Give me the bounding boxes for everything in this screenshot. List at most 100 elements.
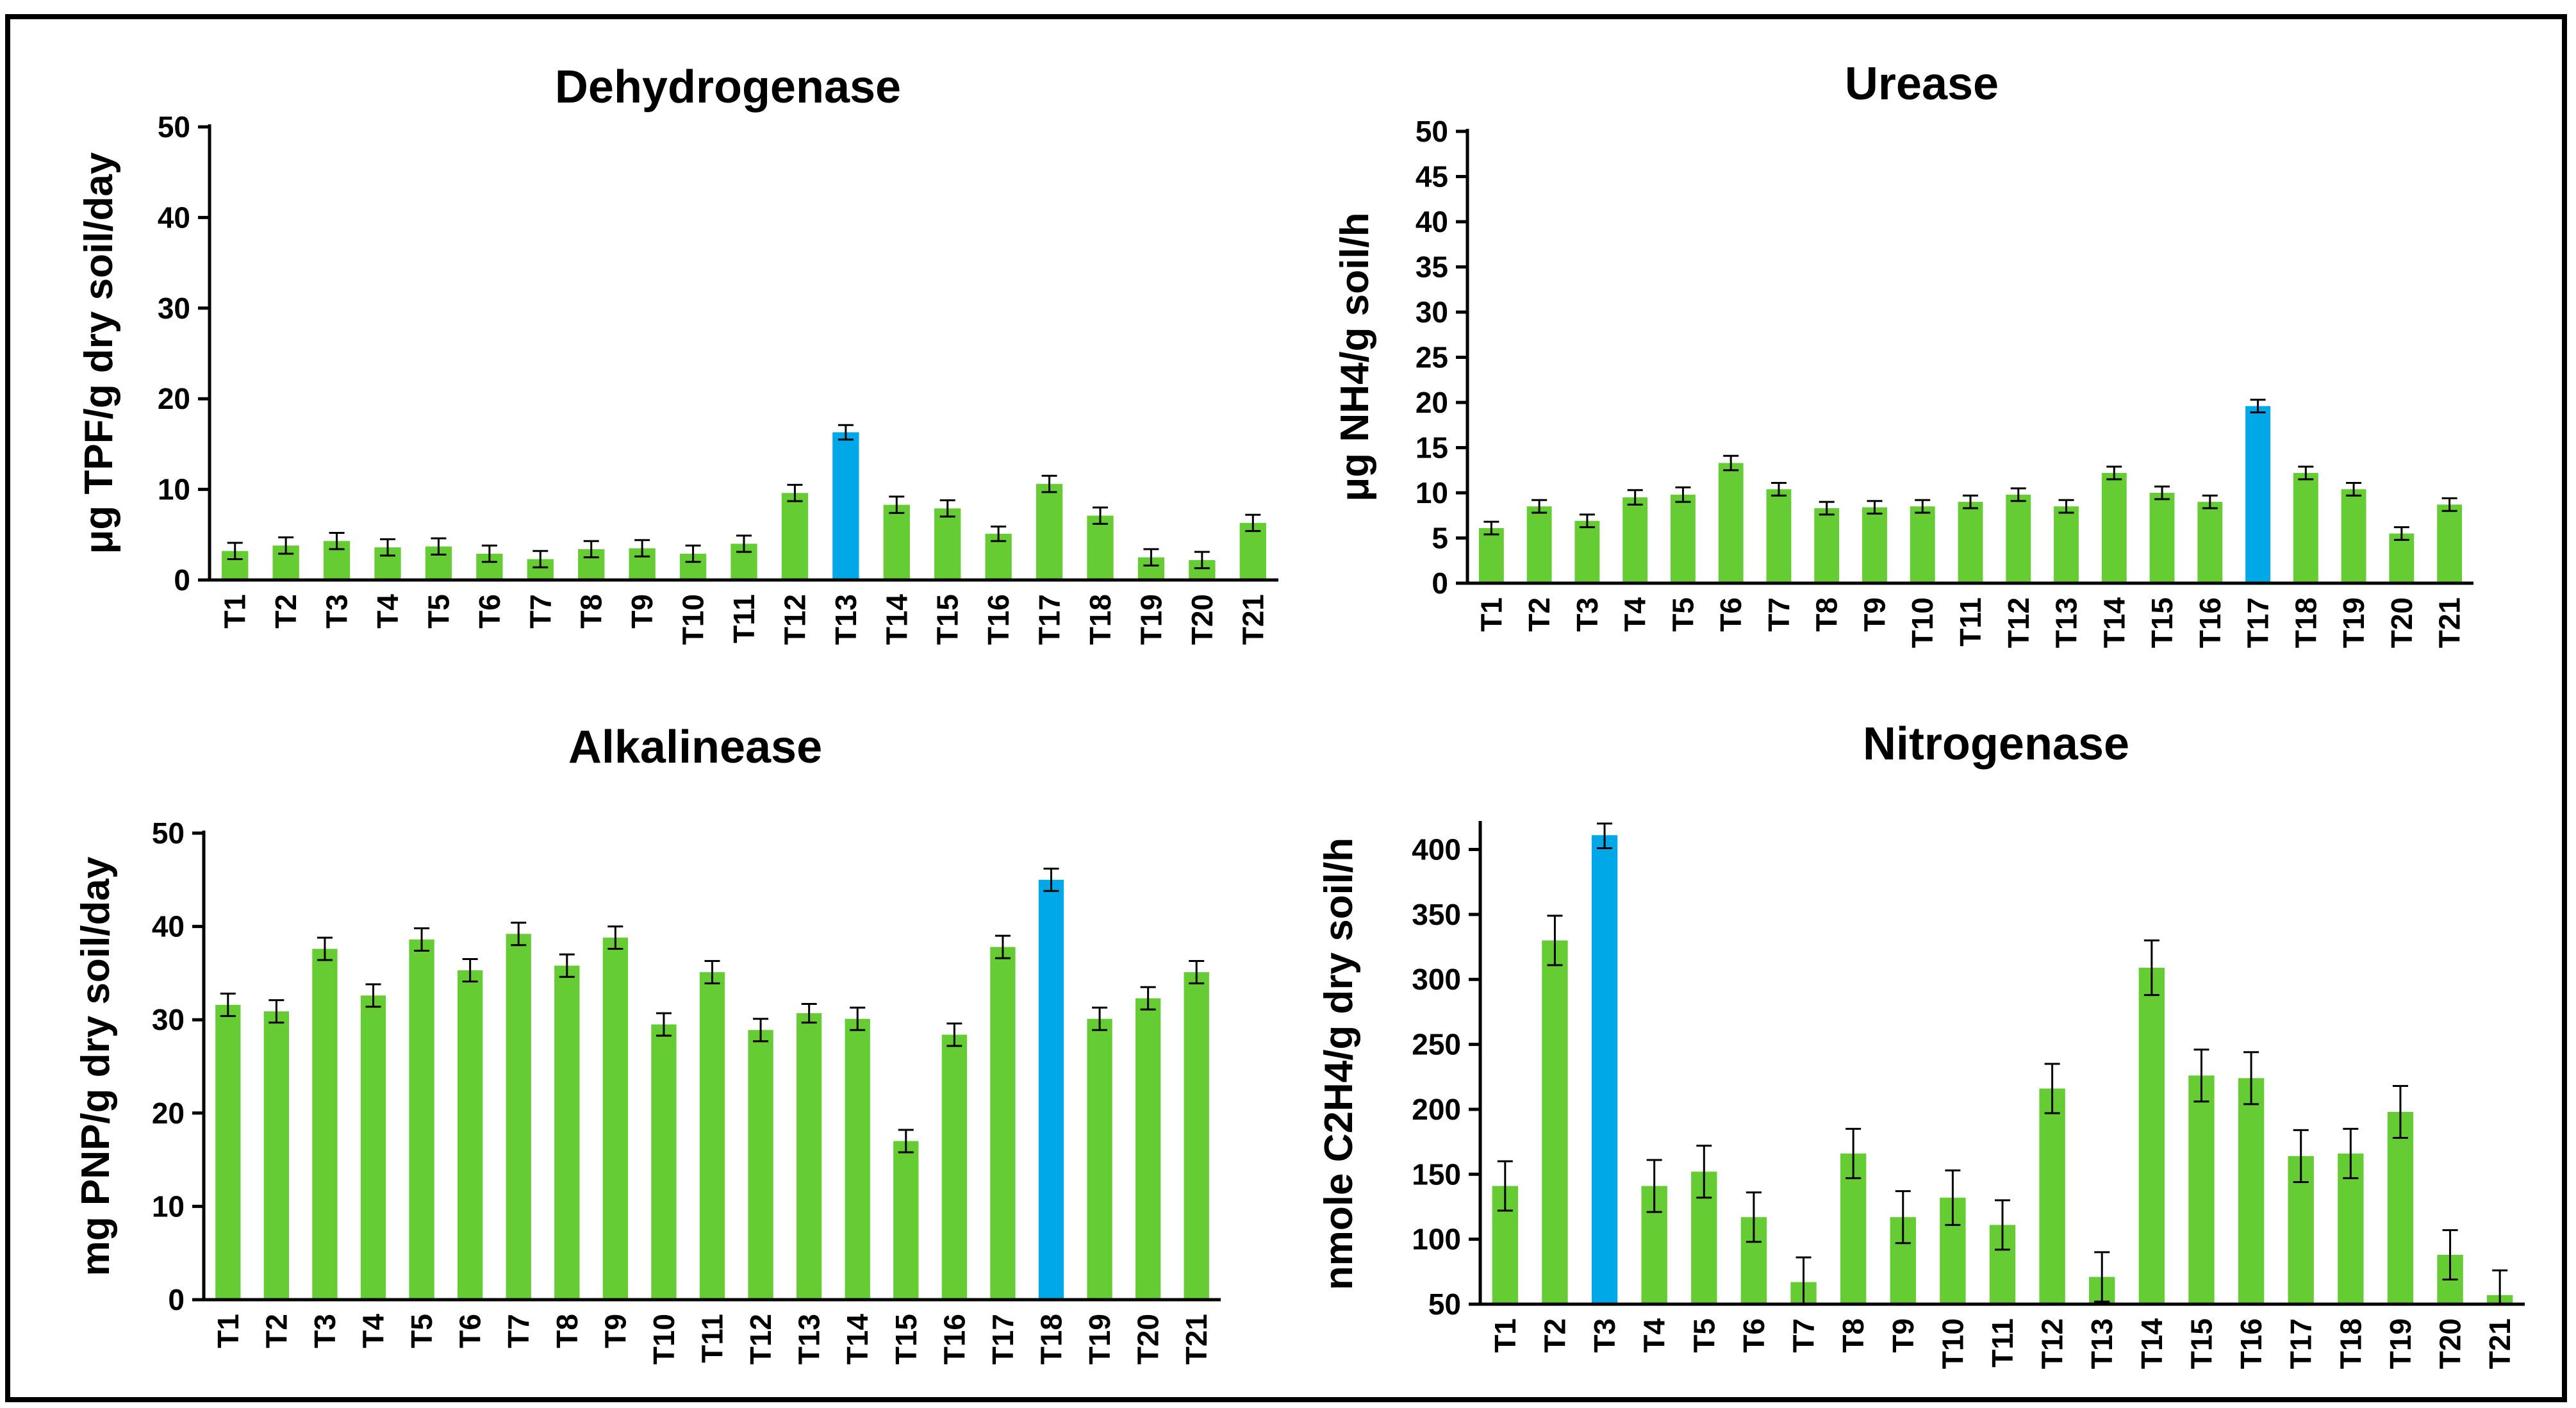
y-axis-label: μg TPF/g dry soil/day	[77, 152, 121, 554]
bar-t10	[651, 1024, 677, 1300]
x-tick-label: T11	[1954, 597, 1987, 647]
bar-t2	[263, 1011, 290, 1300]
x-tick-label: T13	[829, 594, 863, 645]
y-tick-label: 350	[1412, 898, 1461, 931]
bar-t8	[554, 965, 580, 1300]
x-tick-label: T14	[2135, 1318, 2168, 1370]
x-tick-label: T5	[422, 594, 455, 629]
bar-t14	[2138, 968, 2165, 1304]
x-tick-label: T6	[1737, 1318, 1771, 1353]
x-tick-label: T4	[1619, 597, 1652, 632]
x-tick-label: T1	[211, 1314, 245, 1348]
y-tick-label: 150	[1412, 1157, 1461, 1191]
x-tick-label: T1	[1474, 597, 1508, 632]
y-tick-label: 0	[174, 563, 190, 597]
x-tick-label: T12	[2036, 1318, 2069, 1369]
y-axis-label: μg NH4/g soil/h	[1333, 212, 1377, 501]
bar-t21	[1239, 522, 1266, 580]
bar-t14	[2101, 472, 2127, 583]
y-axis-label: nmole C2H4/g dry soil/h	[1317, 838, 1361, 1290]
bar-t6	[1718, 463, 1744, 583]
y-axis-label: mg PNP/g dry soil/day	[74, 856, 118, 1276]
bar-t12	[748, 1030, 773, 1300]
bar-t10	[1910, 506, 1935, 583]
y-tick-label: 5	[1432, 522, 1448, 555]
x-tick-label: T17	[2284, 1318, 2318, 1369]
x-tick-label: T7	[502, 1314, 535, 1348]
bar-t15	[934, 508, 961, 580]
bar-t2	[1526, 506, 1552, 583]
x-tick-label: T10	[1906, 597, 1939, 648]
x-tick-label: T19	[1083, 1314, 1116, 1364]
bar-t17	[1036, 484, 1063, 580]
x-tick-label: T5	[1666, 597, 1699, 632]
x-tick-label: T20	[1132, 1314, 1165, 1364]
x-tick-label: T6	[1714, 597, 1747, 632]
x-tick-label: T19	[2337, 597, 2370, 648]
x-tick-label: T16	[982, 594, 1015, 645]
x-tick-label: T2	[1523, 597, 1556, 632]
x-tick-label: T5	[405, 1314, 438, 1348]
bar-t16	[2197, 502, 2223, 583]
y-tick-label: 20	[152, 1097, 185, 1130]
bar-t13	[796, 1013, 822, 1300]
bar-t12	[781, 493, 809, 580]
bar-t2	[1542, 940, 1568, 1304]
x-tick-label: T21	[1236, 594, 1269, 645]
x-tick-label: T7	[524, 594, 557, 629]
bar-t13	[2054, 506, 2079, 583]
y-tick-label: 50	[158, 110, 190, 144]
x-tick-label: T11	[696, 1314, 729, 1363]
x-tick-label: T12	[2002, 597, 2035, 648]
y-tick-label: 35	[1416, 251, 1448, 284]
y-tick-label: 10	[1416, 476, 1448, 509]
x-tick-label: T2	[1538, 1318, 1571, 1353]
panel-nitrogenase: Nitrogenase nmole C2H4/g dry soil/h 50 10…	[1317, 718, 2525, 1369]
x-tick-label: T16	[937, 1314, 971, 1364]
x-tick-label: T6	[473, 594, 506, 629]
y-tick-label: 10	[152, 1189, 185, 1223]
bar-t11	[1958, 502, 1983, 583]
x-tick-label: T4	[371, 594, 404, 629]
x-tick-label: T13	[793, 1314, 826, 1364]
x-tick-label: T20	[1185, 594, 1219, 645]
y-tick-label: 15	[1416, 431, 1448, 465]
bar-t17	[2245, 406, 2271, 583]
bar-t19	[2341, 489, 2366, 583]
x-tick-label: T14	[2097, 597, 2131, 649]
bar-t21	[1184, 972, 1209, 1300]
bar-t13	[832, 432, 859, 580]
bar-t18	[2293, 472, 2318, 583]
x-tick-label: T5	[1687, 1318, 1721, 1353]
y-tick-label: 0	[1432, 567, 1448, 600]
x-tick-label: T21	[2483, 1318, 2516, 1369]
x-tick-label: T15	[2184, 1318, 2218, 1369]
panel-urease: Urease μg NH4/g soil/h 0 5 10 15 20 25 30 35 40 4…	[1333, 58, 2473, 648]
y-tick-label: 50	[152, 816, 185, 850]
bar-t8	[1814, 508, 1840, 583]
chart-title: Nitrogenase	[1863, 718, 2129, 770]
x-tick-label: T17	[986, 1314, 1020, 1364]
bar-t19	[1087, 1018, 1112, 1300]
y-tick-label: 30	[1416, 295, 1448, 329]
x-tick-label: T9	[599, 1314, 632, 1348]
x-tick-label: T9	[1858, 597, 1891, 632]
x-tick-label: T7	[1787, 1318, 1821, 1353]
x-tick-label: T1	[1489, 1318, 1522, 1353]
panel-alkalinease: Alkalinease mg PNP/g dry soil/day 0 10 20 3…	[74, 722, 1221, 1364]
x-tick-label: T3	[1571, 597, 1604, 632]
bar-t6	[457, 970, 483, 1300]
x-tick-label: T13	[2050, 597, 2083, 648]
x-tick-label: T15	[931, 594, 964, 645]
x-tick-label: T18	[2289, 597, 2322, 648]
y-tick-label: 250	[1412, 1028, 1461, 1061]
bar-t4	[1622, 497, 1648, 583]
x-tick-label: T14	[841, 1314, 874, 1365]
panel-dehydrogenase: Dehydrogenase μg TPF/g dry soil/day 0 10 2…	[77, 62, 1278, 645]
bar-t1	[1478, 527, 1504, 583]
y-tick-label: 20	[1416, 386, 1448, 419]
x-tick-label: T3	[1588, 1318, 1621, 1353]
y-tick-label: 40	[152, 910, 185, 943]
x-tick-label: T18	[1084, 594, 1117, 645]
bar-t4	[360, 995, 386, 1300]
